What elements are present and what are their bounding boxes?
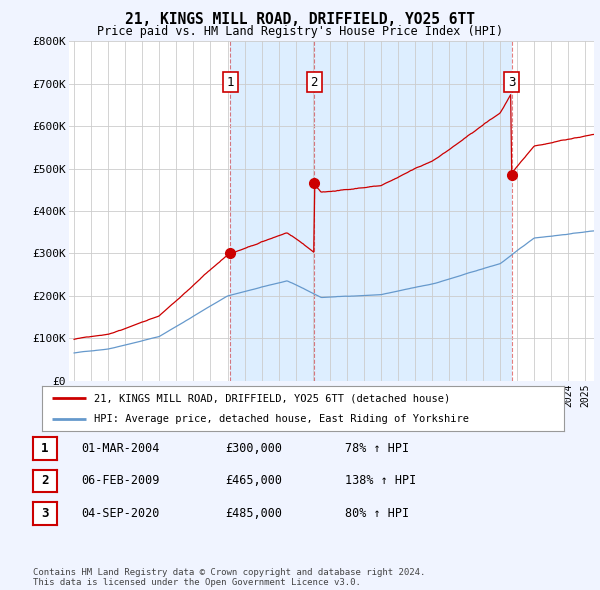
Text: HPI: Average price, detached house, East Riding of Yorkshire: HPI: Average price, detached house, East… (94, 414, 469, 424)
Text: 06-FEB-2009: 06-FEB-2009 (81, 474, 160, 487)
Text: 78% ↑ HPI: 78% ↑ HPI (345, 442, 409, 455)
Text: 2: 2 (311, 76, 318, 88)
Bar (230, 41, 314, 381)
Text: 21, KINGS MILL ROAD, DRIFFIELD, YO25 6TT: 21, KINGS MILL ROAD, DRIFFIELD, YO25 6TT (125, 12, 475, 27)
Text: 21, KINGS MILL ROAD, DRIFFIELD, YO25 6TT (detached house): 21, KINGS MILL ROAD, DRIFFIELD, YO25 6TT… (94, 394, 451, 404)
Bar (314, 41, 512, 381)
Text: 138% ↑ HPI: 138% ↑ HPI (345, 474, 416, 487)
Text: £300,000: £300,000 (225, 442, 282, 455)
Text: £485,000: £485,000 (225, 507, 282, 520)
Text: 04-SEP-2020: 04-SEP-2020 (81, 507, 160, 520)
Text: Contains HM Land Registry data © Crown copyright and database right 2024.
This d: Contains HM Land Registry data © Crown c… (33, 568, 425, 587)
Text: Price paid vs. HM Land Registry's House Price Index (HPI): Price paid vs. HM Land Registry's House … (97, 25, 503, 38)
Text: 80% ↑ HPI: 80% ↑ HPI (345, 507, 409, 520)
Text: 3: 3 (508, 76, 515, 88)
Text: 3: 3 (41, 507, 49, 520)
Text: 01-MAR-2004: 01-MAR-2004 (81, 442, 160, 455)
Text: 2: 2 (41, 474, 49, 487)
Text: £465,000: £465,000 (225, 474, 282, 487)
Text: 1: 1 (41, 442, 49, 455)
Text: 1: 1 (227, 76, 234, 88)
